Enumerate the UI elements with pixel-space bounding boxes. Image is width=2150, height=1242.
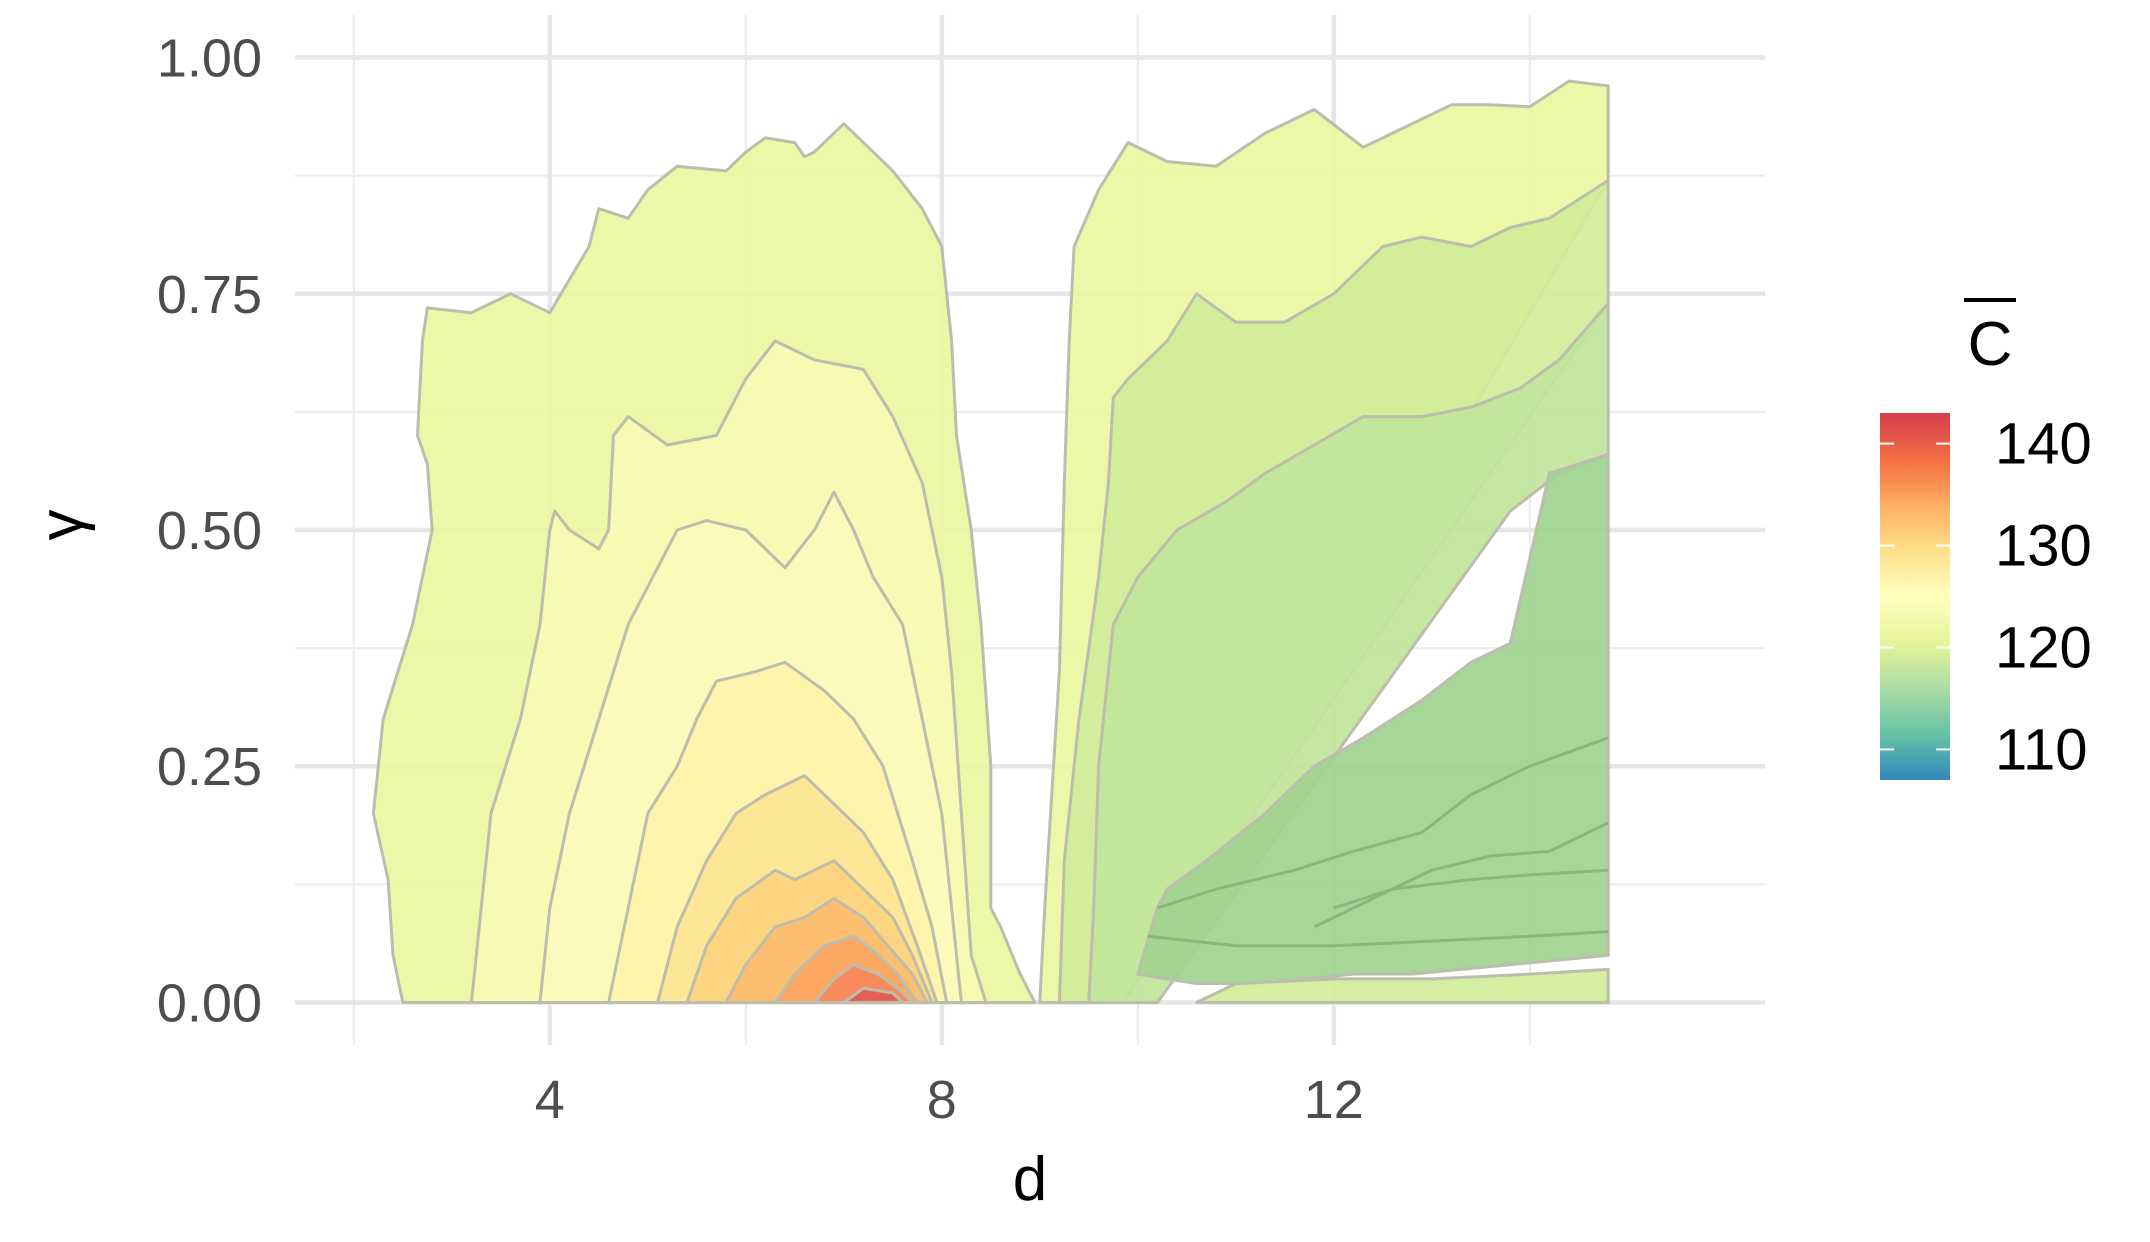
- colorbar-tick-label: 110: [1995, 717, 2087, 782]
- contour-line-0: [1156, 736, 1609, 910]
- contour-lines: [1147, 736, 1609, 948]
- y-tick-label: 0.75: [157, 265, 262, 325]
- y-tick-label: 0.00: [157, 973, 262, 1033]
- contour-line-2: [1313, 821, 1609, 929]
- colorbar: [1880, 413, 1950, 780]
- contour-line-1: [1147, 930, 1609, 948]
- contour-line-3: [1333, 868, 1609, 910]
- x-tick-label: 12: [1304, 1070, 1364, 1130]
- contour-regions: [371, 79, 1610, 1004]
- colorbar-ticks: 110 120 130 140: [1880, 412, 2092, 782]
- x-axis-title: d: [1013, 1145, 1047, 1214]
- contour-region-10: [842, 986, 905, 1004]
- y-tick-label: 0.50: [157, 501, 262, 561]
- y-tick-label: 0.25: [157, 737, 262, 797]
- y-axis-title: γ: [27, 510, 96, 541]
- x-tick-label: 4: [535, 1070, 565, 1130]
- y-axis-ticks: 0.00 0.25 0.50 0.75 1.00: [157, 29, 262, 1034]
- colorbar-tick-label: 130: [1995, 514, 2092, 579]
- contour-region-14: [1195, 967, 1610, 1004]
- y-tick-label: 1.00: [157, 29, 262, 89]
- x-tick-label: 8: [927, 1070, 957, 1130]
- colorbar-tick-label: 140: [1995, 412, 2092, 477]
- colorbar-legend: C 110 120 130 140: [1880, 298, 2092, 782]
- legend-title: C: [1968, 310, 2013, 379]
- colorbar-tick-label: 120: [1995, 615, 2092, 680]
- x-axis-ticks: 4 8 12: [535, 1070, 1364, 1130]
